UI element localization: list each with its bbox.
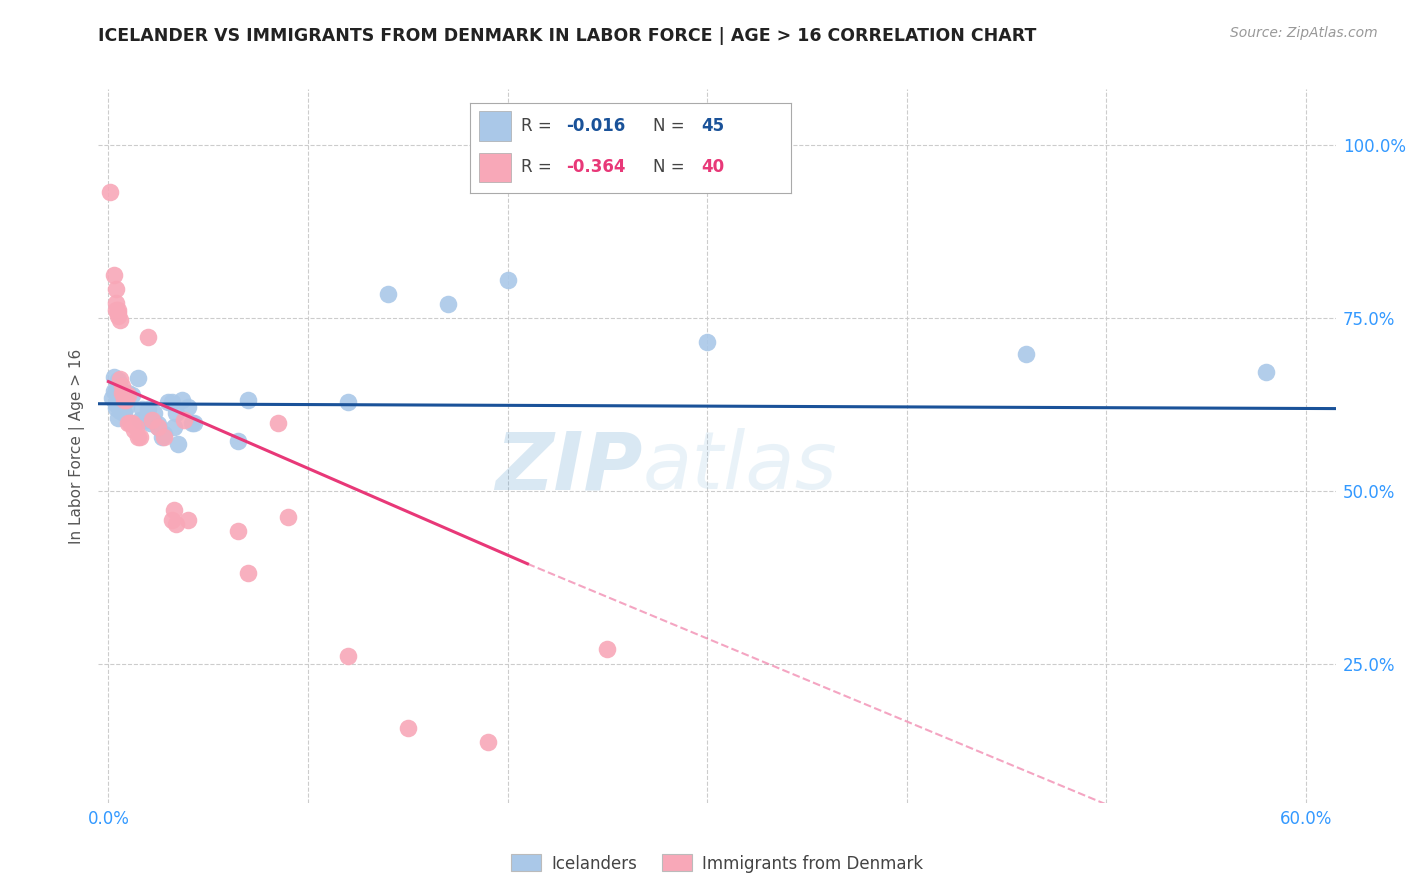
Point xyxy=(183,416,205,430)
Point xyxy=(117,385,139,400)
Legend: Icelanders, Immigrants from Denmark: Icelanders, Immigrants from Denmark xyxy=(505,847,929,880)
Y-axis label: In Labor Force | Age > 16: In Labor Force | Age > 16 xyxy=(69,349,86,543)
Point xyxy=(436,297,458,311)
Point xyxy=(236,566,259,580)
Point xyxy=(129,430,152,444)
Point xyxy=(111,385,134,400)
Point xyxy=(163,420,186,434)
Point xyxy=(148,420,170,434)
Point xyxy=(336,395,359,409)
Point xyxy=(336,648,359,663)
Point xyxy=(1015,347,1038,361)
Point xyxy=(153,430,176,444)
Point xyxy=(105,295,128,310)
Point xyxy=(267,416,290,430)
Point xyxy=(103,369,125,384)
Point xyxy=(112,388,135,402)
Point xyxy=(117,416,139,430)
Text: Source: ZipAtlas.com: Source: ZipAtlas.com xyxy=(1230,26,1378,40)
Point xyxy=(120,416,142,430)
Point xyxy=(107,306,129,320)
Point xyxy=(141,413,163,427)
Point xyxy=(163,503,186,517)
Point xyxy=(157,395,180,409)
Point xyxy=(165,517,187,532)
Text: ZIP: ZIP xyxy=(495,428,643,507)
Point xyxy=(148,417,170,431)
Point xyxy=(136,330,159,344)
Point xyxy=(107,411,129,425)
Point xyxy=(131,402,153,417)
Point xyxy=(117,388,139,402)
Point xyxy=(103,268,125,282)
Point xyxy=(105,302,128,317)
Point xyxy=(107,302,129,317)
Point xyxy=(139,416,162,430)
Point xyxy=(143,406,166,420)
Point xyxy=(101,391,124,405)
Point xyxy=(112,395,135,409)
Point xyxy=(100,185,122,199)
Point xyxy=(127,371,149,385)
Point xyxy=(107,310,129,324)
Point xyxy=(177,513,200,527)
Point xyxy=(135,412,157,426)
Point xyxy=(496,273,519,287)
Point xyxy=(173,413,195,427)
Point xyxy=(181,416,204,430)
Point xyxy=(110,382,132,396)
Point xyxy=(153,427,176,442)
Point xyxy=(129,413,152,427)
Point xyxy=(226,434,249,449)
Point xyxy=(377,286,399,301)
Point xyxy=(1254,365,1277,379)
Point xyxy=(107,373,129,387)
Point xyxy=(112,406,135,420)
Point xyxy=(162,513,184,527)
Point xyxy=(121,416,143,430)
Point xyxy=(112,392,135,407)
Point xyxy=(165,406,187,420)
Point xyxy=(696,334,718,349)
Point xyxy=(477,735,499,749)
Point xyxy=(111,378,134,392)
Point xyxy=(121,388,143,402)
Point xyxy=(111,392,134,407)
Text: ICELANDER VS IMMIGRANTS FROM DENMARK IN LABOR FORCE | AGE > 16 CORRELATION CHART: ICELANDER VS IMMIGRANTS FROM DENMARK IN … xyxy=(98,27,1036,45)
Point xyxy=(105,397,128,411)
Point xyxy=(396,721,419,735)
Point xyxy=(115,400,138,414)
Point xyxy=(167,437,190,451)
Point xyxy=(110,372,132,386)
Point xyxy=(177,400,200,414)
Point xyxy=(172,392,194,407)
Point xyxy=(148,420,170,434)
Text: atlas: atlas xyxy=(643,428,838,507)
Point xyxy=(127,430,149,444)
Point xyxy=(125,420,148,434)
Point xyxy=(124,423,146,437)
Point xyxy=(236,392,259,407)
Point xyxy=(150,430,173,444)
Point xyxy=(105,401,128,415)
Point xyxy=(596,642,619,657)
Point xyxy=(115,392,138,407)
Point xyxy=(162,395,184,409)
Point xyxy=(136,402,159,417)
Point xyxy=(226,524,249,539)
Point xyxy=(105,384,128,398)
Point xyxy=(105,282,128,296)
Point xyxy=(110,313,132,327)
Point xyxy=(277,510,299,524)
Point xyxy=(110,404,132,418)
Point xyxy=(103,384,125,398)
